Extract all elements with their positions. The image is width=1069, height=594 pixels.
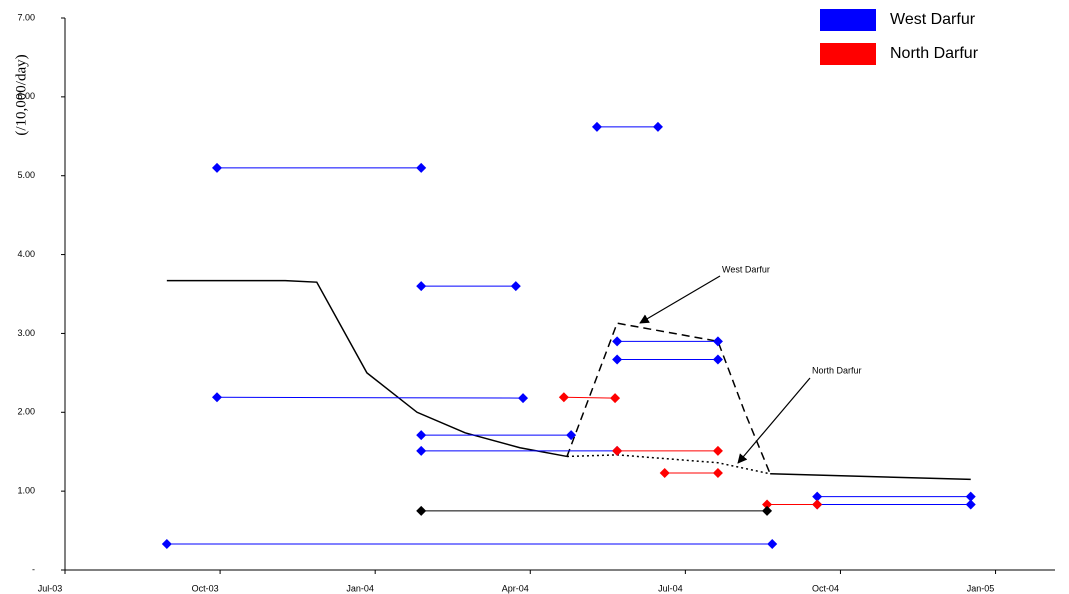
diamond-marker <box>612 445 623 456</box>
legend-label: West Darfur <box>890 11 976 28</box>
diamond-marker <box>510 281 521 292</box>
diamond-marker <box>965 499 976 510</box>
trend-line <box>770 473 971 481</box>
x-tick-label: Jan-05 <box>967 583 995 593</box>
x-tick-label: Apr-04 <box>502 583 529 593</box>
y-tick-label: 3.00 <box>17 328 35 338</box>
diamond-marker <box>812 499 823 510</box>
legend-swatch <box>820 9 876 31</box>
y-tick-label: - <box>32 564 35 574</box>
annotation-arrow <box>737 377 811 464</box>
diamond-marker <box>566 430 577 441</box>
diamond-marker <box>659 468 670 479</box>
diamond-marker <box>712 445 723 456</box>
diamond-marker <box>965 491 976 502</box>
x-tick-label: Oct-04 <box>812 583 839 593</box>
y-axis-label: (/10,000/day) <box>13 54 29 135</box>
diamond-marker <box>612 336 623 347</box>
diamond-marker <box>612 354 623 365</box>
x-tick-label: Jul-04 <box>658 583 683 593</box>
diamond-marker <box>161 538 172 549</box>
y-tick-label: 7.00 <box>17 12 35 22</box>
y-tick-label: 4.00 <box>17 249 35 259</box>
annotation: North Darfur <box>812 365 862 375</box>
diamond-marker <box>812 491 823 502</box>
diamond-marker <box>767 538 778 549</box>
diamond-marker <box>591 121 602 132</box>
diamond-marker <box>712 354 723 365</box>
diamond-marker <box>416 162 427 173</box>
range-line <box>216 396 524 399</box>
diamond-marker <box>416 505 427 516</box>
x-tick-label: Oct-03 <box>192 583 219 593</box>
diamond-marker <box>416 445 427 456</box>
trend-line <box>566 322 771 475</box>
legend-swatch <box>820 43 876 65</box>
diamond-marker <box>416 430 427 441</box>
range-line <box>563 396 616 399</box>
diamond-marker <box>762 499 773 510</box>
trend-line <box>566 454 771 475</box>
y-tick-label: 6.00 <box>17 91 35 101</box>
diamond-marker <box>558 392 569 403</box>
x-tick-label: Jul-03 <box>38 583 63 593</box>
diamond-marker <box>416 281 427 292</box>
diamond-marker <box>652 121 663 132</box>
diamond-marker <box>211 392 222 403</box>
diamond-marker <box>762 505 773 516</box>
x-tick-label: Jan-04 <box>346 583 374 593</box>
legend-label: North Darfur <box>890 45 979 62</box>
trend-line <box>166 279 568 458</box>
annotation-arrow <box>639 275 721 324</box>
diamond-marker <box>610 393 621 404</box>
diamond-marker <box>712 336 723 347</box>
y-tick-label: 2.00 <box>17 407 35 417</box>
diamond-marker <box>712 468 723 479</box>
y-tick-label: 5.00 <box>17 170 35 180</box>
y-tick-label: 1.00 <box>17 486 35 496</box>
diamond-marker <box>211 162 222 173</box>
diamond-marker <box>518 393 529 404</box>
annotation: West Darfur <box>722 264 770 274</box>
